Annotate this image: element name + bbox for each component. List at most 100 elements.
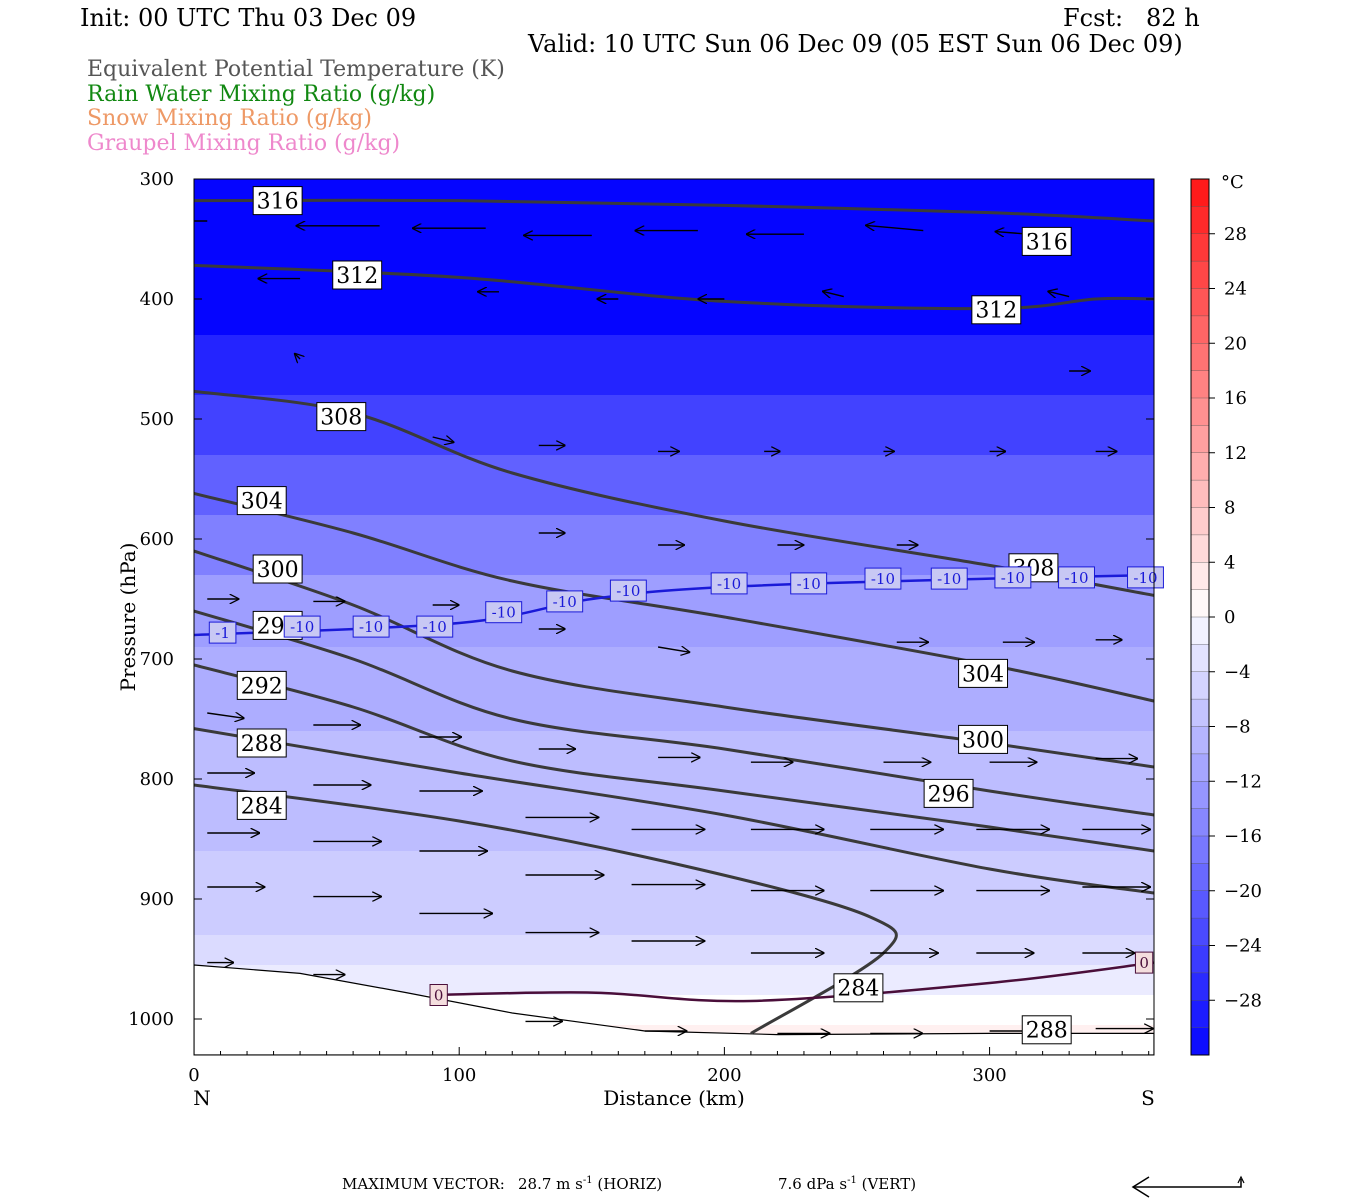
isotherm-minus10-label: -10 — [1001, 569, 1025, 587]
theta-e-label-box — [1021, 226, 1072, 256]
theta-e-label-box — [236, 670, 287, 700]
colorbar-tick-label: 8 — [1224, 498, 1235, 519]
isotherm-minus10-label: -10 — [359, 618, 383, 636]
theta-e-label-box — [1021, 1015, 1072, 1045]
isotherm-minus10-label: -10 — [492, 604, 516, 622]
contour-labels: 3163163123123083083043043003002962962922… — [208, 186, 1164, 1045]
colorbar-tick-label: 0 — [1224, 607, 1235, 628]
colorbar-tick-label: −8 — [1224, 717, 1251, 738]
colorbar-tick-label: 16 — [1224, 388, 1247, 409]
colorbar-segment — [1191, 370, 1209, 399]
x-axis-title: Distance (km) — [603, 1086, 745, 1110]
isotherm-minus10-label: -10 — [1064, 569, 1088, 587]
wind-vector — [866, 225, 924, 232]
isotherm-minus10-label-box — [710, 572, 748, 595]
isotherm-minus10-label-box — [485, 601, 523, 624]
isotherm-minus10-label-box — [930, 567, 968, 590]
colorbar-segment — [1191, 589, 1209, 618]
legend-rain: Rain Water Mixing Ratio (g/kg) — [87, 82, 436, 107]
theta-e-label-box — [958, 724, 1009, 754]
colorbar-segment — [1191, 534, 1209, 563]
isotherm-minus10-label: -10 — [290, 618, 314, 636]
max-vector-vert: 7.6 dPa s-1 (VERT) — [778, 1175, 917, 1193]
colorbar-segment — [1191, 288, 1209, 317]
colorbar-segment — [1191, 452, 1209, 481]
isotherm-minus10-label-box — [416, 615, 454, 638]
wind-vector — [432, 437, 454, 442]
colorbar-segment — [1191, 781, 1209, 810]
isotherm-minus10-label-box — [994, 566, 1032, 589]
terrain-mask — [194, 964, 1154, 1055]
colorbar-segment — [1191, 945, 1209, 974]
isotherm-minus10-label-box — [864, 567, 902, 590]
theta-e-label: 296 — [928, 782, 970, 807]
x-tick-label: 200 — [707, 1065, 741, 1086]
colorbar-segment — [1191, 261, 1209, 289]
colorbar-segment — [1191, 699, 1209, 727]
theta-e-label: 284 — [837, 977, 879, 1002]
legend-graupel: Graupel Mixing Ratio (g/kg) — [87, 131, 401, 156]
x-end-label-south: S — [1141, 1086, 1155, 1110]
isotherm-zero-label: 0 — [434, 986, 444, 1004]
colorbar-segment — [1191, 671, 1209, 700]
isotherm-minus10-label-box — [790, 572, 828, 595]
isotherm-minus10-label: -10 — [616, 582, 640, 600]
init-time: Init: 00 UTC Thu 03 Dec 09 — [80, 4, 417, 32]
y-tick-label: 700 — [140, 649, 174, 670]
colorbar-segment — [1191, 206, 1209, 235]
y-tick-label: 900 — [140, 889, 174, 910]
theta-e-label-box — [316, 402, 367, 432]
theta-e-label-box — [958, 658, 1009, 688]
isotherm-minus10-label: -10 — [797, 575, 821, 593]
temperature-band — [194, 851, 1154, 936]
temperature-band — [194, 647, 1154, 732]
y-tick-label: 300 — [140, 169, 174, 190]
theta-e-label: 304 — [962, 662, 1004, 687]
y-tick-label: 800 — [140, 769, 174, 790]
y-axis-title: Pressure (hPa) — [116, 543, 140, 692]
isotherm-minus10-label-box — [283, 615, 321, 638]
cross-section-chart: 3163163123123083083043043003002962962922… — [116, 169, 1262, 1110]
colorbar-tick-label: 28 — [1224, 224, 1247, 245]
theta-e-contour-284 — [194, 783, 898, 1035]
max-vector-arrow — [1131, 1175, 1245, 1198]
colorbar-segment — [1191, 644, 1209, 673]
x-tick-label: 100 — [442, 1065, 476, 1086]
max-vector-horiz: 28.7 m s-1 (HORIZ) — [518, 1175, 663, 1193]
temperature-band — [194, 335, 1154, 396]
legend-theta-e: Equivalent Potential Temperature (K) — [87, 57, 505, 82]
colorbar-tick-label: 12 — [1224, 443, 1247, 464]
colorbar: 28 24 20 16 12 8 4 0 −4 −8 −12 −16 −20 −24 −28 — [1190, 178, 1262, 1056]
colorbar-segment — [1191, 507, 1209, 536]
theta-e-label-box — [236, 728, 287, 758]
isotherm-minus10-label: -10 — [423, 618, 447, 636]
theta-e-label: 300 — [962, 728, 1004, 753]
temperature-band — [194, 455, 1154, 516]
colorbar-tick-label: −4 — [1224, 662, 1251, 683]
theta-e-contour-316 — [194, 198, 1154, 223]
theta-e-label: 312 — [336, 264, 378, 289]
isotherm-minus10-label: -10 — [871, 570, 895, 588]
colorbar-segment — [1191, 972, 1209, 1001]
theta-e-label: 300 — [257, 558, 299, 583]
colorbar-segment — [1191, 808, 1209, 837]
colorbar-tick-label: −20 — [1224, 881, 1262, 902]
temperature-band — [194, 731, 1154, 852]
isotherm-minus10-label-box — [609, 579, 647, 602]
colorbar-segment — [1191, 836, 1209, 864]
colorbar-tick-label: −12 — [1224, 771, 1262, 792]
theta-e-label: 288 — [1026, 1019, 1068, 1044]
colorbar-segment — [1191, 562, 1209, 591]
theta-e-label: 316 — [257, 190, 299, 215]
colorbar-tick-label: 20 — [1224, 333, 1247, 354]
terrain-surface — [194, 964, 1154, 1055]
isotherm-zero-line — [432, 961, 1154, 1003]
theta-e-label: 288 — [241, 732, 283, 757]
plot-frame — [193, 178, 1155, 1056]
colorbar-tick-label: −16 — [1224, 826, 1262, 847]
colorbar-unit: °C — [1221, 172, 1244, 193]
colorbar-tick-label: −24 — [1224, 936, 1262, 957]
theta-e-label-box — [252, 186, 303, 216]
theta-e-contour-296 — [194, 609, 1154, 817]
theta-e-label-box — [923, 778, 974, 808]
